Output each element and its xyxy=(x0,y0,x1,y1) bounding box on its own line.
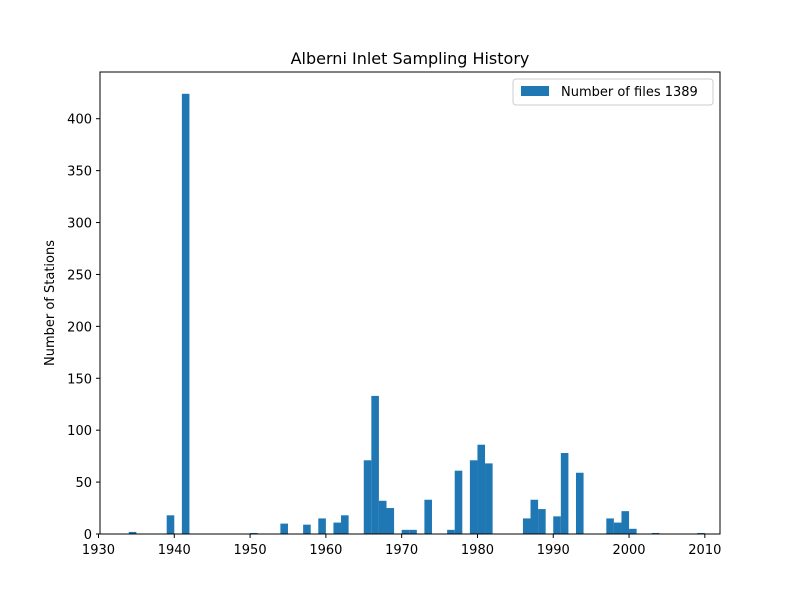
y-tick-label: 150 xyxy=(67,372,92,387)
bar-1988 xyxy=(538,509,546,534)
bar-1991 xyxy=(560,453,569,534)
x-tick-label: 2010 xyxy=(688,543,721,558)
bar-1970 xyxy=(401,529,410,534)
bar-1986 xyxy=(522,518,531,534)
bar-1997 xyxy=(606,518,614,534)
bar-1961 xyxy=(333,522,342,534)
bar-1965 xyxy=(363,460,372,534)
legend-swatch xyxy=(521,86,549,96)
x-tick-label: 1980 xyxy=(461,543,494,558)
y-axis: 0 50 100 150 200 250 300 350 400 xyxy=(67,113,100,543)
x-tick-label: 1960 xyxy=(309,543,342,558)
chart-title: Alberni Inlet Sampling History xyxy=(291,49,530,68)
bar-1962 xyxy=(341,515,349,534)
bar-2000 xyxy=(629,528,637,534)
x-tick-label: 1950 xyxy=(234,543,267,558)
legend-label: Number of files 1389 xyxy=(561,85,698,100)
bar-1981 xyxy=(485,463,493,534)
y-tick-label: 100 xyxy=(67,424,92,439)
bar-1977 xyxy=(454,470,463,534)
x-tick-label: 1970 xyxy=(385,543,418,558)
bar-1966 xyxy=(371,395,379,534)
bar-1959 xyxy=(318,518,326,534)
y-tick-label: 250 xyxy=(67,268,92,283)
bar-1968 xyxy=(386,508,395,534)
y-tick-label: 300 xyxy=(67,217,92,232)
bar-1967 xyxy=(378,500,387,534)
bars-group xyxy=(128,93,705,534)
y-tick-label: 0 xyxy=(84,528,92,543)
bar-1980 xyxy=(477,444,486,534)
bar-2003 xyxy=(651,532,660,534)
bar-1934 xyxy=(128,531,137,534)
bar-1941 xyxy=(181,93,190,534)
bar-1976 xyxy=(447,529,455,534)
x-tick-label: 1990 xyxy=(537,543,570,558)
bar-1954 xyxy=(280,523,288,534)
bar-1990 xyxy=(553,516,561,534)
bar-1979 xyxy=(469,460,478,534)
bar-1993 xyxy=(575,472,584,534)
y-tick-label: 200 xyxy=(67,320,92,335)
bar-1987 xyxy=(530,499,539,534)
y-axis-label: Number of Stations xyxy=(43,240,58,366)
legend: Number of files 1389 xyxy=(512,78,714,106)
x-tick-label: 2000 xyxy=(612,543,645,558)
bar-2009 xyxy=(697,532,705,534)
plot-frame xyxy=(99,71,721,535)
x-tick-label: 1940 xyxy=(158,543,191,558)
bar-1973 xyxy=(424,499,432,534)
bar-1971 xyxy=(409,529,417,534)
bar-1950 xyxy=(250,532,258,534)
bar-1957 xyxy=(303,524,311,534)
bar-1998 xyxy=(613,522,622,534)
y-tick-label: 400 xyxy=(67,113,92,128)
x-tick-label: 1930 xyxy=(82,543,115,558)
y-tick-label: 350 xyxy=(67,165,92,180)
legend-box xyxy=(512,78,714,106)
bar-1939 xyxy=(166,515,175,534)
bar-1999 xyxy=(621,511,630,534)
x-axis: 1930 1940 1950 1960 1970 1980 1990 2000 2010 xyxy=(82,534,721,558)
y-tick-label: 50 xyxy=(75,476,92,491)
